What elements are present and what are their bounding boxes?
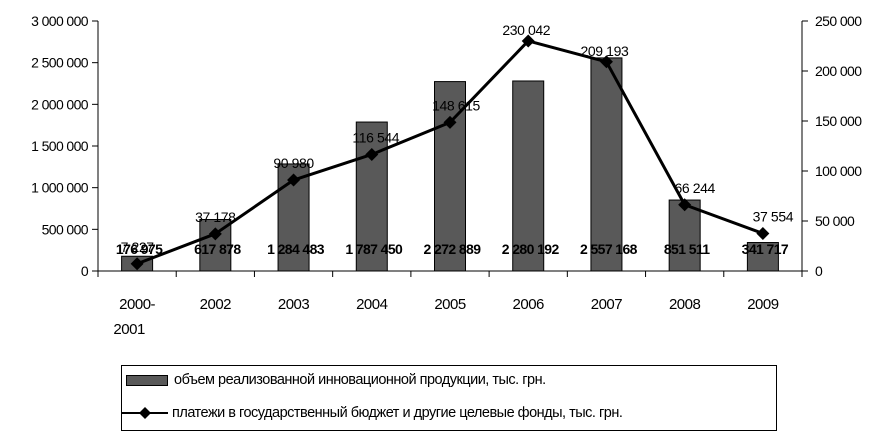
y-left-tick-label: 2 500 000 [31, 55, 89, 71]
line-point [756, 226, 770, 240]
y-left-tick-label: 1 500 000 [31, 138, 89, 154]
bar-data-label: 2 280 192 [502, 241, 560, 257]
x-tick-label: 2009 [747, 296, 779, 313]
x-tick-label: 2000- [119, 296, 155, 313]
line-data-label: 90 980 [273, 155, 314, 171]
y-left-tick-label: 0 [81, 263, 89, 279]
y-right-tick-label: 200 000 [815, 63, 862, 79]
legend: объем реализованной инновационной продук… [121, 365, 777, 431]
x-tick-label: 2005 [434, 296, 466, 313]
y-right-tick-label: 50 000 [815, 213, 855, 229]
x-tick-label: 2008 [669, 296, 701, 313]
y-left-tick-label: 3 000 000 [31, 13, 89, 29]
y-right-tick-label: 0 [815, 263, 823, 279]
combo-chart: 0 500 000 1 000 000 1 500 000 2 000 000 2 500… [31, 13, 863, 338]
line-data-label: 37 178 [195, 209, 236, 225]
bar-data-label: 1 284 483 [267, 241, 325, 257]
line-point [678, 198, 692, 212]
line-point [443, 115, 457, 129]
line-point [287, 173, 301, 187]
line-data-label: 66 244 [674, 180, 715, 196]
bar-data-label: 341 717 [742, 241, 789, 257]
bar [355, 121, 388, 272]
y-right-tick-label: 250 000 [815, 13, 862, 29]
y-left-tick-label: 1 000 000 [31, 180, 89, 196]
x-tick-label: 2007 [591, 296, 623, 313]
line-data-label: 148 615 [432, 97, 480, 113]
line-point [130, 257, 144, 271]
line-data-label: 7 227 [121, 239, 155, 255]
bar [746, 242, 779, 272]
bar-data-label: 617 878 [194, 241, 241, 257]
y-left-tick-label: 500 000 [42, 221, 89, 237]
bar-data-label: 1 787 450 [345, 241, 403, 257]
line-point [365, 147, 379, 161]
line-point [599, 55, 613, 69]
legend-line-diamond-icon [122, 407, 168, 419]
legend-line-label: платежи в государственный бюджет и други… [172, 405, 623, 421]
line-data-label: 37 554 [753, 208, 794, 224]
y-right-tick-label: 150 000 [815, 113, 862, 129]
line-point [521, 34, 535, 48]
y-right-tick-label: 100 000 [815, 163, 862, 179]
legend-item-line: платежи в государственный бюджет и други… [122, 405, 623, 421]
line-data-label: 116 544 [352, 129, 399, 145]
line-data-label: 230 042 [502, 22, 550, 38]
legend-item-bar: объем реализованной инновационной продук… [126, 372, 546, 388]
y-left-tick-label: 2 000 000 [31, 96, 89, 112]
line-point [208, 227, 222, 241]
x-tick-label: 2001 [113, 321, 145, 338]
x-tick-label: 2003 [278, 296, 310, 313]
bar-data-label: 176 975 [116, 241, 163, 257]
x-tick-label: 2006 [513, 296, 545, 313]
line-data-label: 209 193 [581, 43, 629, 59]
bar [590, 57, 623, 272]
x-tick-label: 2004 [356, 296, 388, 313]
bar-data-label: 2 272 889 [424, 241, 482, 257]
bar-data-label: 851 511 [664, 241, 710, 257]
legend-bar-label: объем реализованной инновационной продук… [174, 372, 546, 388]
legend-bar-swatch [126, 374, 168, 386]
x-tick-label: 2002 [200, 296, 232, 313]
bar-data-label: 2 557 168 [580, 241, 638, 257]
